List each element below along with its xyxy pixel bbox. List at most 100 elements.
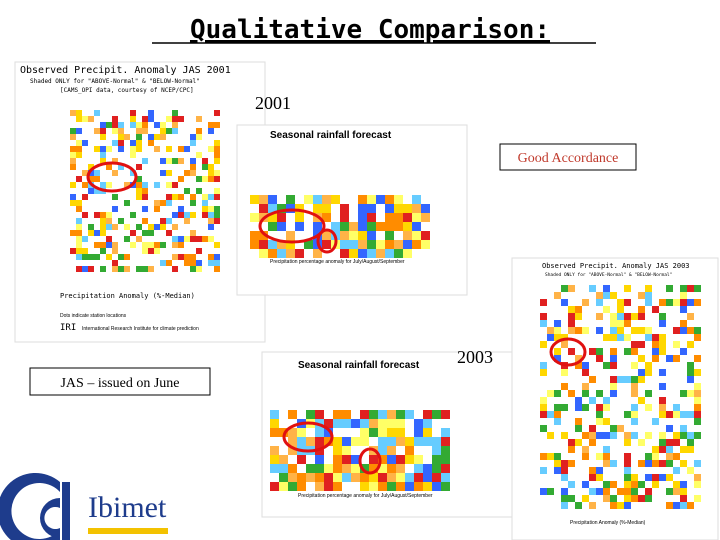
map-cell	[315, 428, 324, 437]
map-cell	[315, 482, 324, 491]
map-cell	[432, 464, 441, 473]
map-cell	[202, 236, 208, 242]
map-cell	[666, 411, 673, 418]
map-cell	[202, 176, 208, 182]
map-cell	[432, 482, 441, 491]
map-cell	[100, 146, 106, 152]
map-cell	[441, 437, 450, 446]
map-cell	[596, 299, 603, 306]
map-cell	[403, 240, 412, 249]
map-cell	[631, 362, 638, 369]
map-cell	[351, 455, 360, 464]
map-cell	[178, 212, 184, 218]
map-cell	[130, 140, 136, 146]
map-cell	[659, 474, 666, 481]
highlight	[258, 208, 326, 244]
map-cell	[112, 158, 118, 164]
map-cell	[154, 224, 160, 230]
map-cell	[270, 455, 279, 464]
map-cell	[70, 182, 76, 188]
map-cell	[94, 242, 100, 248]
map-cell	[394, 213, 403, 222]
map-cell	[315, 464, 324, 473]
map-cell	[166, 260, 172, 266]
logo-text: Ibimet	[88, 491, 167, 524]
map-cell	[561, 474, 568, 481]
map-cell	[160, 134, 166, 140]
map-cell	[118, 146, 124, 152]
map-cell	[666, 285, 673, 292]
map-cell	[208, 206, 214, 212]
map-cell	[568, 390, 575, 397]
map-cell	[172, 110, 178, 116]
map-cell	[596, 348, 603, 355]
map-cell	[250, 195, 259, 204]
map-cell	[554, 334, 561, 341]
map-cell	[645, 390, 652, 397]
slide-title: Qualitative Comparison:	[190, 15, 550, 45]
map-cell	[190, 134, 196, 140]
map-cell	[324, 464, 333, 473]
map-cell	[680, 460, 687, 467]
map-cell	[142, 188, 148, 194]
map-cell	[652, 341, 659, 348]
map-credit: [CAMS_OPI data, courtesy of NCEP/CPC]	[60, 87, 194, 94]
map-cell	[297, 428, 306, 437]
map-cell	[687, 446, 694, 453]
map-note: Dots indicate station locations	[60, 313, 127, 319]
map-cell	[412, 231, 421, 240]
map-cell	[568, 327, 575, 334]
map-cell	[279, 473, 288, 482]
map-cell	[540, 362, 547, 369]
map-cell	[403, 249, 412, 258]
map-cell	[70, 146, 76, 152]
highlights	[86, 161, 587, 475]
map-cell	[100, 128, 106, 134]
map-cell	[208, 176, 214, 182]
map-cell	[190, 170, 196, 176]
map-cell	[331, 222, 340, 231]
map-cell	[208, 170, 214, 176]
map-cell	[673, 411, 680, 418]
map-cell	[259, 204, 268, 213]
map-cell	[178, 158, 184, 164]
map-cell	[610, 383, 617, 390]
map-cell	[130, 146, 136, 152]
map-cell	[369, 428, 378, 437]
map-cell	[596, 432, 603, 439]
map-cell	[645, 474, 652, 481]
map-cell	[540, 425, 547, 432]
map-cell	[367, 204, 376, 213]
map-cell	[575, 397, 582, 404]
map-cell	[214, 158, 220, 164]
map-cell	[687, 369, 694, 376]
map-cell	[360, 437, 369, 446]
map-cell	[268, 195, 277, 204]
map-cell	[76, 242, 82, 248]
map-cell	[659, 439, 666, 446]
map-cell	[279, 464, 288, 473]
map-cell	[196, 116, 202, 122]
map-cell	[250, 240, 259, 249]
map-cell	[378, 455, 387, 464]
map-cell	[432, 410, 441, 419]
map-cell	[403, 213, 412, 222]
map-cell	[279, 482, 288, 491]
map-cell	[76, 152, 82, 158]
map-cell	[652, 418, 659, 425]
map-cell	[561, 467, 568, 474]
map-cell	[196, 236, 202, 242]
map-cell	[610, 355, 617, 362]
map-cell	[666, 446, 673, 453]
map-cell	[603, 460, 610, 467]
map-cell	[166, 182, 172, 188]
map-cell	[70, 164, 76, 170]
map-cell	[694, 383, 701, 390]
map-cell	[154, 242, 160, 248]
map-cell	[178, 206, 184, 212]
map-cell	[387, 473, 396, 482]
map-cell	[82, 182, 88, 188]
map-cell	[666, 453, 673, 460]
map-cell	[306, 437, 315, 446]
map-cell	[322, 213, 331, 222]
